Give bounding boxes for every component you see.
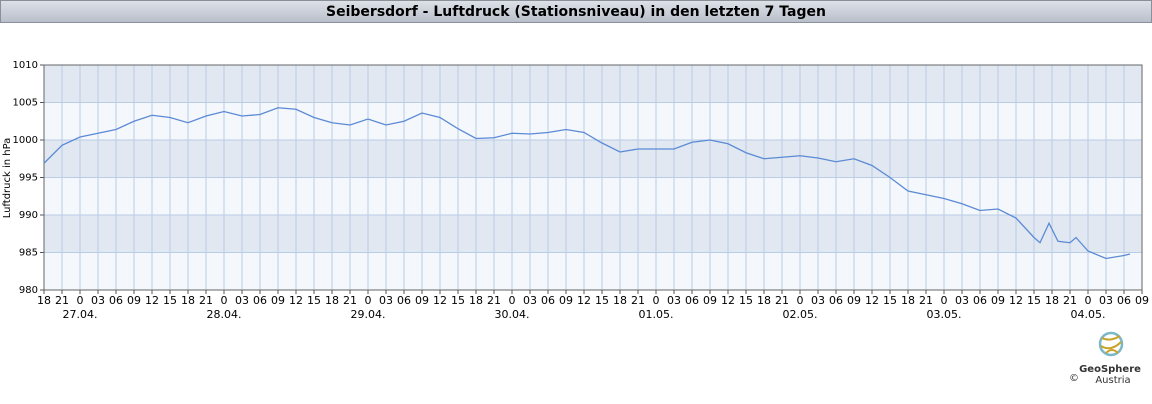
x-tick-label: 15: [883, 294, 897, 307]
x-tick-label: 0: [797, 294, 804, 307]
logo-org: Austria: [1095, 375, 1130, 386]
band: [44, 65, 1142, 103]
y-tick-label: 1000: [13, 135, 38, 146]
y-tick-label: 980: [19, 285, 38, 296]
x-tick-label: 18: [37, 294, 51, 307]
x-tick-label: 15: [1027, 294, 1041, 307]
x-tick-label: 03: [955, 294, 969, 307]
date-label: 28.04.: [207, 308, 242, 321]
x-tick-label: 06: [109, 294, 123, 307]
band: [44, 140, 1142, 178]
plot-border: [43, 64, 1143, 291]
x-tick-label: 0: [221, 294, 228, 307]
x-tick-label: 03: [523, 294, 537, 307]
x-tick-label: 12: [289, 294, 303, 307]
x-tick-label: 21: [919, 294, 933, 307]
x-tick-label: 21: [631, 294, 645, 307]
x-tick-label: 18: [469, 294, 483, 307]
logo-brand: GeoSphere: [1079, 364, 1141, 375]
y-tick-label: 1005: [13, 98, 38, 109]
x-tick-label: 12: [1009, 294, 1023, 307]
x-tick-label: 06: [397, 294, 411, 307]
x-tick-label: 21: [55, 294, 69, 307]
x-tick-label: 21: [487, 294, 501, 307]
x-tick-label: 06: [253, 294, 267, 307]
y-tick-label: 990: [19, 210, 38, 221]
x-tick-label: 06: [1117, 294, 1131, 307]
y-tick-label: 995: [19, 173, 38, 184]
y-tick-label: 1010: [13, 60, 38, 71]
x-tick-label: 03: [379, 294, 393, 307]
x-tick-label: 21: [343, 294, 357, 307]
date-label: 04.05.: [1071, 308, 1106, 321]
x-tick-label: 21: [775, 294, 789, 307]
x-tick-label: 18: [325, 294, 339, 307]
x-tick-label: 21: [199, 294, 213, 307]
chart-title: Seibersdorf - Luftdruck (Stationsniveau)…: [326, 4, 826, 20]
logo-ring: [1098, 331, 1124, 357]
x-tick-label: 15: [595, 294, 609, 307]
x-tick-label: 0: [509, 294, 516, 307]
logo-lines: [1100, 335, 1122, 354]
x-tick-label: 09: [559, 294, 573, 307]
data-line: [43, 107, 1131, 260]
date-label: 27.04.: [63, 308, 98, 321]
x-tick-label: 03: [811, 294, 825, 307]
x-tick-label: 18: [757, 294, 771, 307]
x-tick-label: 18: [1045, 294, 1059, 307]
x-tick-label: 15: [163, 294, 177, 307]
x-tick-label: 09: [271, 294, 285, 307]
x-tick-label: 03: [667, 294, 681, 307]
copyright: ©: [1069, 373, 1079, 384]
x-tick-label: 15: [739, 294, 753, 307]
x-tick-label: 09: [847, 294, 861, 307]
x-tick-label: 12: [145, 294, 159, 307]
x-tick-label: 03: [235, 294, 249, 307]
plot-area: 18 21 0 03 06 09 12 15 18 21 0 03 06 09 12 15 18 21 0 03 06 0…: [13, 60, 1149, 321]
x-tick-label: 06: [829, 294, 843, 307]
x-tick-label: 12: [577, 294, 591, 307]
x-tick-label: 12: [433, 294, 447, 307]
x-tick-label: 18: [901, 294, 915, 307]
x-tick-label: 21: [1063, 294, 1077, 307]
x-tick-label: 18: [181, 294, 195, 307]
x-tick-label: 06: [973, 294, 987, 307]
x-tick-label: 15: [451, 294, 465, 307]
x-tick-label: 09: [1135, 294, 1149, 307]
date-label: 30.04.: [495, 308, 530, 321]
x-tick-label: 0: [1085, 294, 1092, 307]
date-label: 29.04.: [351, 308, 386, 321]
x-tick-label: 09: [415, 294, 429, 307]
date-label: 01.05.: [639, 308, 674, 321]
x-tick-label: 03: [91, 294, 105, 307]
x-tick-label: 06: [541, 294, 555, 307]
x-tick-label: 12: [721, 294, 735, 307]
x-tick-label: 09: [703, 294, 717, 307]
logo: GeoSphere Austria ©: [1069, 331, 1141, 386]
x-tick-label: 0: [653, 294, 660, 307]
x-tick-label: 18: [613, 294, 627, 307]
date-label: 02.05.: [783, 308, 818, 321]
x-tick-label: 0: [77, 294, 84, 307]
y-axis-label: Luftdruck in hPa: [2, 138, 13, 219]
x-tick-label: 12: [865, 294, 879, 307]
date-label: 03.05.: [927, 308, 962, 321]
x-tick-label: 09: [127, 294, 141, 307]
x-tick-label: 0: [365, 294, 372, 307]
band: [44, 215, 1142, 253]
x-tick-label: 06: [685, 294, 699, 307]
x-tick-label: 03: [1099, 294, 1113, 307]
x-tick-label: 15: [307, 294, 321, 307]
y-tick-label: 985: [19, 248, 38, 259]
x-tick-label: 0: [941, 294, 948, 307]
x-tick-label: 09: [991, 294, 1005, 307]
